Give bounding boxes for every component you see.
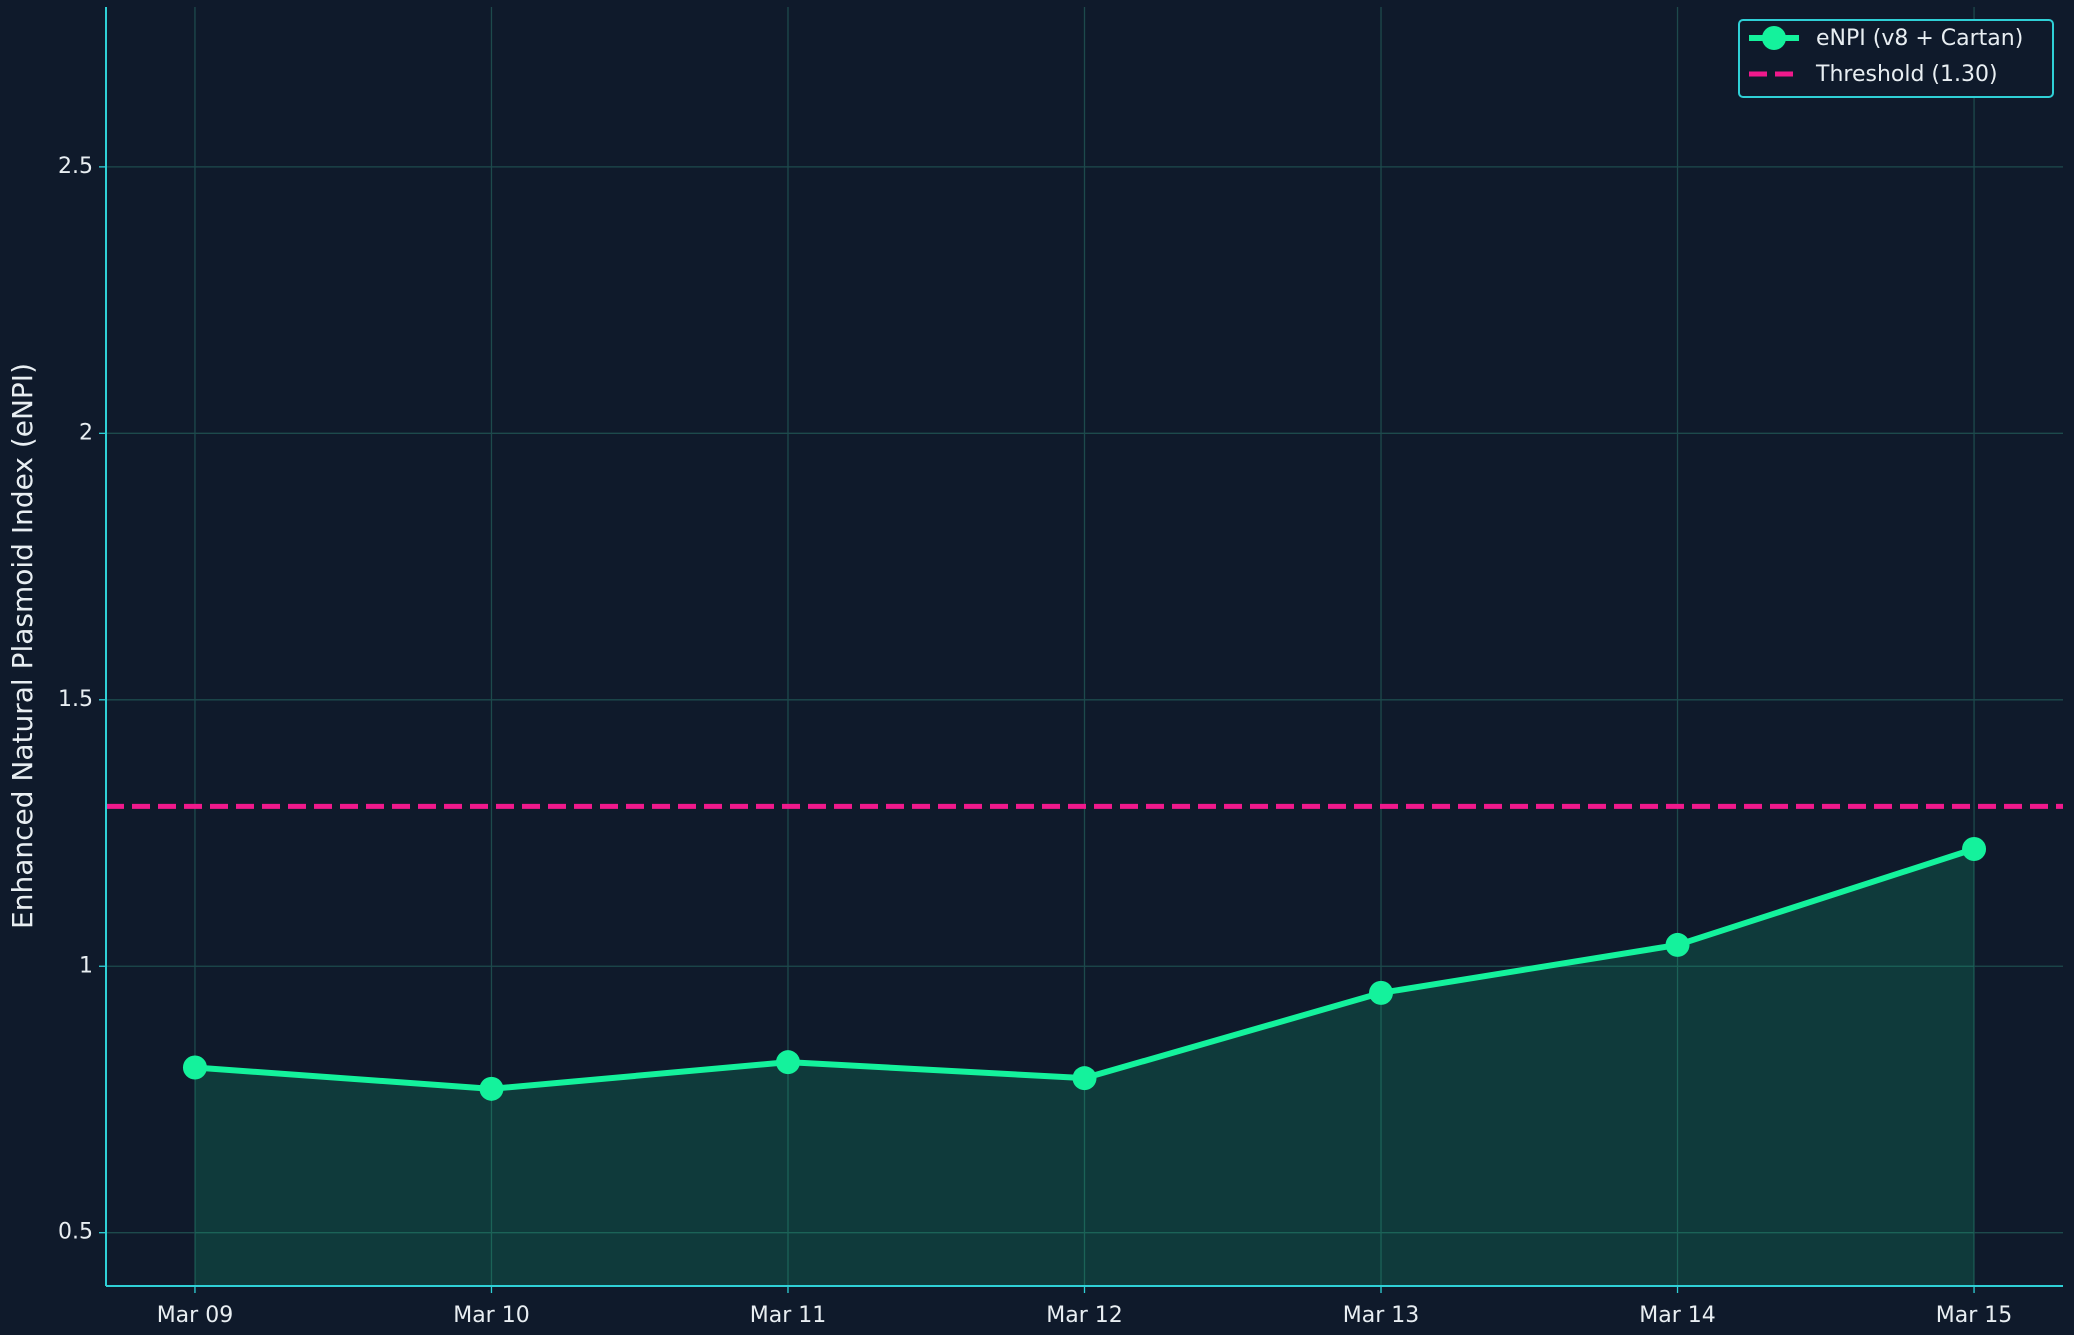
y-axis-label: Enhanced Natural Plasmoid Index (eNPI) [6,363,39,929]
x-tick-label: Mar 11 [750,1303,827,1328]
x-tick-label: Mar 09 [157,1303,234,1328]
point [182,1055,207,1080]
legend-box [1738,19,2054,98]
legend-swatch [1762,26,1786,50]
legend-label: Threshold (1.30) [1815,62,1998,87]
point [1369,980,1394,1005]
point [1962,837,1987,862]
point [479,1076,504,1101]
x-tick-label: Mar 15 [1936,1303,2013,1328]
x-tick-label: Mar 14 [1639,1303,1716,1328]
y-tick-label: 0.5 [58,1220,93,1245]
x-tick-label: Mar 10 [453,1303,530,1328]
point [1072,1066,1097,1091]
point [775,1050,800,1075]
y-tick-label: 2 [79,420,93,445]
x-tick-label: Mar 13 [1343,1303,1420,1328]
x-tick-label: Mar 12 [1046,1303,1123,1328]
point [1665,932,1690,957]
y-tick-label: 1 [79,953,93,978]
legend-label: eNPI (v8 + Cartan) [1816,26,2023,51]
y-tick-label: 1.5 [58,687,93,712]
area [194,849,1975,1286]
y-tick-label: 2.5 [58,154,93,179]
